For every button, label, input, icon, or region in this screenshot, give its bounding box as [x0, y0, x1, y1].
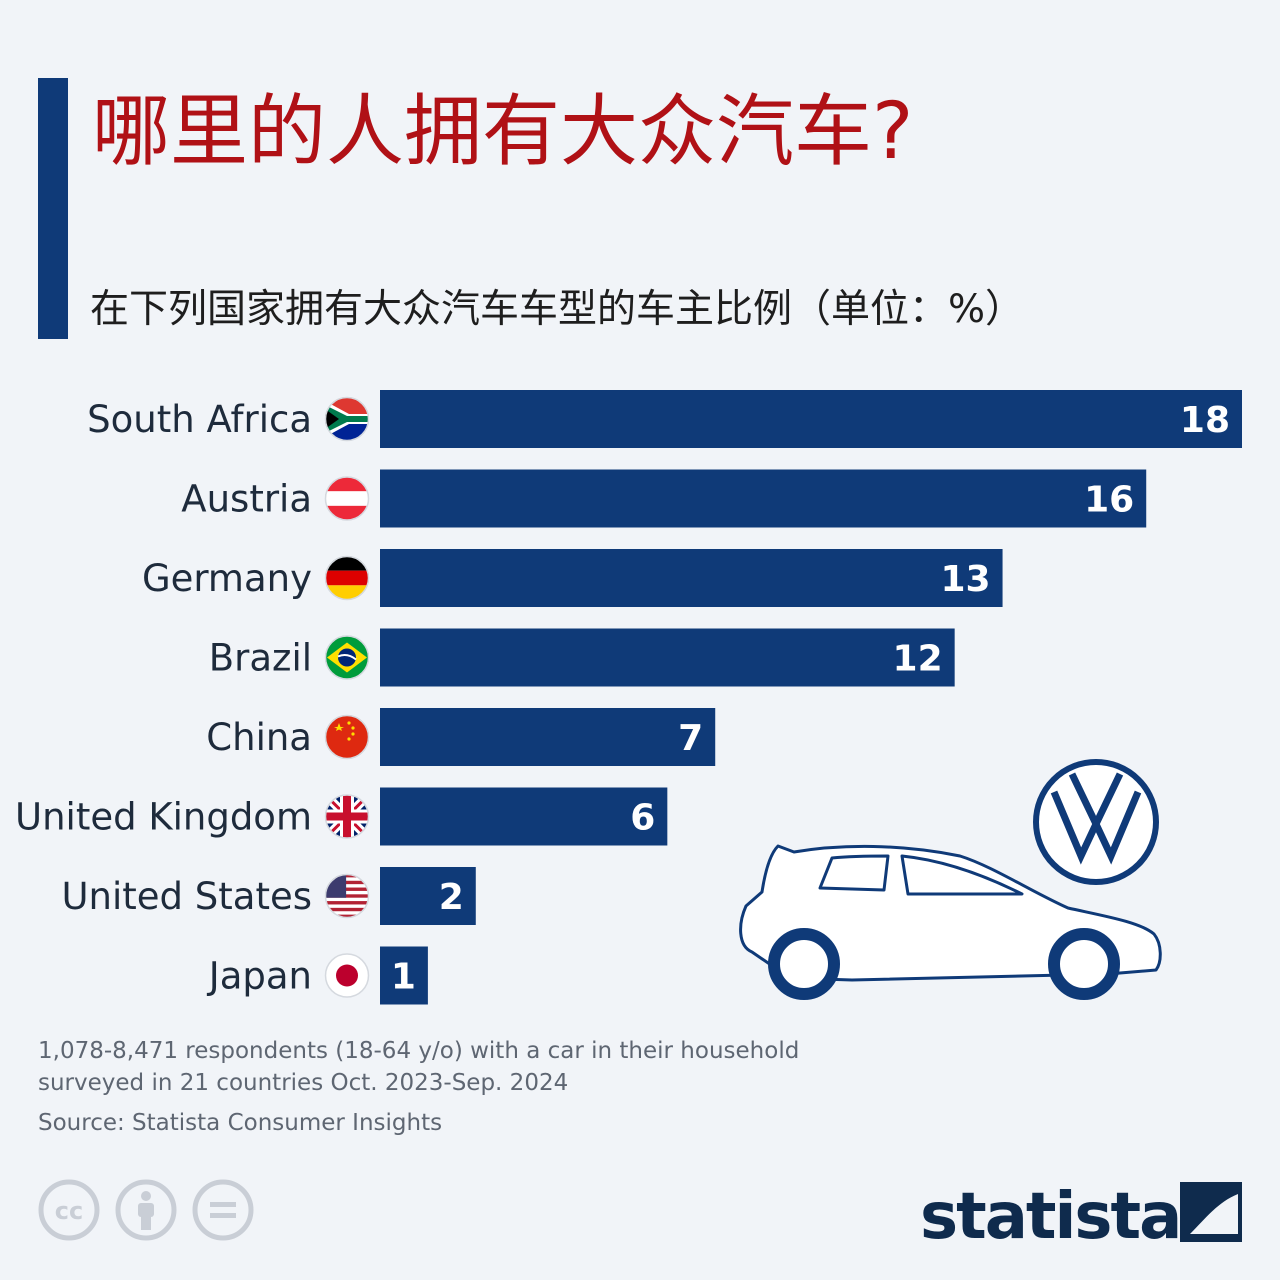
bar-row-united-kingdom: United Kingdom 6 — [15, 787, 668, 846]
category-label-china: China — [206, 716, 312, 759]
bar-row-austria: Austria 16 — [181, 469, 1147, 528]
china-flag-icon — [324, 714, 370, 760]
category-label-germany: Germany — [142, 557, 312, 600]
bar-china — [380, 708, 716, 766]
no-derivatives-icon — [192, 1179, 254, 1241]
value-label-south-africa: 18 — [1180, 400, 1230, 441]
attribution-icon — [115, 1179, 177, 1241]
austria-flag-icon — [324, 476, 370, 521]
bar-germany — [380, 549, 1003, 607]
car-icon — [739, 759, 1162, 1000]
bar-japan — [380, 946, 428, 1005]
value-label-united-states: 2 — [439, 877, 464, 918]
bar-row-china: China 7 — [206, 708, 716, 766]
bar-row-germany: Germany 13 — [142, 549, 1003, 607]
bar-row-south-africa: South Africa 18 — [87, 390, 1242, 448]
bar-united-states — [380, 867, 476, 925]
category-label-united-kingdom: United Kingdom — [15, 796, 312, 839]
title-accent-bar — [38, 78, 68, 339]
category-label-south-africa: South Africa — [87, 398, 312, 441]
bar-south-africa — [380, 390, 1242, 448]
bar-row-japan: Japan 1 — [207, 946, 428, 1005]
chart-notes: 1,078-8,471 respondents (18-64 y/o) with… — [38, 1035, 799, 1099]
category-label-brazil: Brazil — [209, 637, 312, 680]
license-icons: cc — [38, 1179, 254, 1241]
bar-row-united-states: United States 2 — [61, 867, 476, 925]
value-label-united-kingdom: 6 — [630, 798, 655, 839]
notes-line-1: 1,078-8,471 respondents (18-64 y/o) with… — [38, 1038, 800, 1064]
brazil-flag-icon — [324, 635, 370, 680]
vw-logo-icon — [1033, 759, 1159, 885]
category-label-united-states: United States — [61, 875, 312, 918]
statista-mark-icon — [1180, 1182, 1242, 1242]
south-africa-flag-icon — [324, 396, 370, 442]
bar-austria — [380, 469, 1147, 528]
page-title: 哪里的人拥有大众汽车? — [92, 87, 914, 177]
source-text: Source: Statista Consumer Insights — [38, 1110, 443, 1136]
notes-line-2: surveyed in 21 countries Oct. 2023-Sep. … — [38, 1070, 569, 1096]
statista-logo: statista — [920, 1180, 1242, 1252]
united-states-flag-icon — [324, 873, 370, 919]
bar-brazil — [380, 628, 955, 687]
category-label-japan: Japan — [207, 955, 312, 998]
value-label-brazil: 12 — [893, 639, 943, 680]
category-label-austria: Austria — [181, 478, 312, 521]
bar-row-brazil: Brazil 12 — [209, 628, 955, 687]
bar-united-kingdom — [380, 787, 668, 846]
value-label-germany: 13 — [940, 559, 990, 600]
japan-flag-icon — [324, 953, 370, 998]
chart-subtitle: 在下列国家拥有大众汽车车型的车主比例（单位：%） — [90, 287, 1025, 332]
svg-text:cc: cc — [55, 1197, 83, 1225]
value-label-japan: 1 — [391, 957, 416, 998]
united-kingdom-flag-icon — [324, 794, 370, 839]
cc-icon: cc — [38, 1179, 100, 1241]
value-label-austria: 16 — [1084, 480, 1134, 521]
germany-flag-icon — [324, 555, 370, 601]
value-label-china: 7 — [678, 718, 703, 759]
statista-wordmark: statista — [920, 1180, 1180, 1252]
